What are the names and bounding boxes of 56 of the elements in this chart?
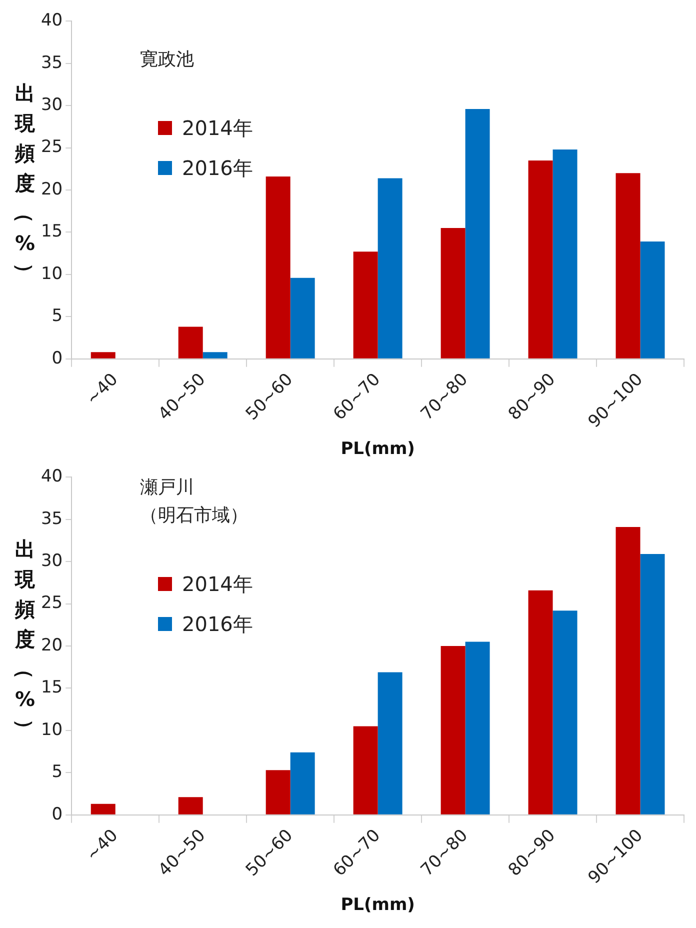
legend-label: 2014年 <box>182 114 253 142</box>
legend-label: 2016年 <box>182 154 253 182</box>
bar <box>552 610 578 814</box>
y-tick-label: 25 <box>40 593 63 614</box>
bar <box>290 278 315 358</box>
bar <box>552 150 578 358</box>
legend-label: 2016年 <box>182 610 253 638</box>
bar <box>178 797 203 814</box>
y-tick-label: 25 <box>40 137 63 158</box>
bar <box>90 352 116 358</box>
y-tick-label: 20 <box>40 179 63 200</box>
y-tick-label: 10 <box>40 720 63 740</box>
y-axis-title: 出現頻度（%） <box>12 80 38 285</box>
y-axis-title: 出現頻度（%） <box>12 536 38 741</box>
bar <box>465 108 490 358</box>
y-tick-label: 30 <box>40 551 63 572</box>
y-tick-label: 30 <box>40 95 63 116</box>
chart-title: 瀬戸川 <box>140 476 195 500</box>
x-tick-label: ~40 <box>82 370 122 410</box>
bar <box>90 804 116 814</box>
bar <box>178 326 203 358</box>
x-axis-title: PL(mm) <box>340 439 415 460</box>
bar <box>640 242 665 358</box>
bar <box>266 770 290 814</box>
text: （明石市域） <box>140 504 248 528</box>
legend-label: 2014年 <box>182 570 253 598</box>
y-tick-label: 10 <box>40 264 63 284</box>
bar <box>202 352 228 358</box>
y-tick-label: 35 <box>40 508 63 529</box>
bar <box>378 672 402 814</box>
bar <box>290 752 315 814</box>
x-axis-title: PL(mm) <box>340 895 415 916</box>
bar <box>266 176 290 358</box>
y-tick-label: 0 <box>52 804 63 824</box>
bar <box>616 173 640 358</box>
y-tick-label: 40 <box>40 466 63 487</box>
y-tick-label: 5 <box>52 762 63 782</box>
y-tick-label: 35 <box>40 52 63 73</box>
text: 寛政池 <box>140 48 194 72</box>
bar <box>616 527 640 814</box>
y-tick-label: 15 <box>40 222 63 242</box>
bar <box>528 160 553 358</box>
bar <box>378 178 402 358</box>
y-tick-label: 5 <box>52 306 63 326</box>
bar <box>353 252 378 358</box>
bar <box>440 646 466 814</box>
bar <box>353 726 378 814</box>
y-tick-label: 15 <box>40 678 63 698</box>
x-tick-label: ~40 <box>82 826 122 866</box>
bar <box>528 590 553 814</box>
bar <box>640 554 665 814</box>
y-tick-label: 0 <box>52 348 63 368</box>
bar <box>440 228 466 358</box>
bar <box>465 642 490 814</box>
y-tick-label: 20 <box>40 635 63 656</box>
y-tick-label: 40 <box>40 10 63 31</box>
